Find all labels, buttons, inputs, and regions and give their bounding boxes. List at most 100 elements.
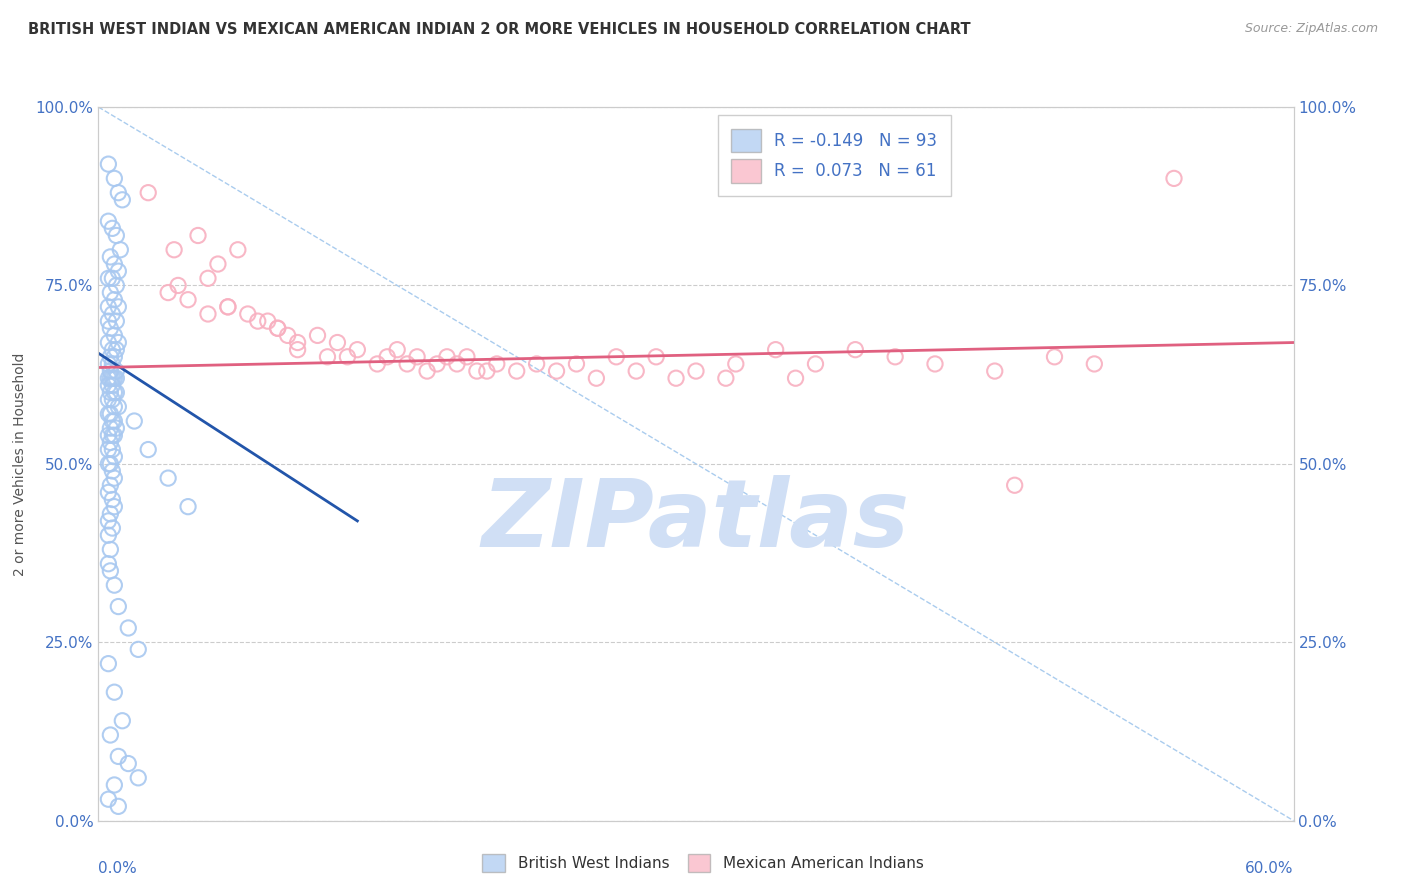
Point [177, 500, 200, 514]
Point [100, 728, 122, 742]
Point [267, 321, 290, 335]
Point [97, 557, 120, 571]
Point [105, 314, 128, 328]
Point [346, 343, 368, 357]
Text: 60.0%: 60.0% [1246, 861, 1294, 876]
Point [207, 257, 229, 271]
Point [97, 157, 120, 171]
Point [97, 407, 120, 421]
Point [396, 357, 419, 371]
Point [97, 214, 120, 228]
Point [105, 364, 128, 378]
Point [100, 350, 122, 364]
Point [103, 428, 125, 442]
Point [101, 221, 124, 235]
Point [406, 350, 429, 364]
Point [101, 464, 124, 478]
Point [97, 485, 120, 500]
Point [100, 385, 122, 400]
Point [97, 514, 120, 528]
Point [97, 378, 120, 392]
Point [685, 364, 707, 378]
Point [924, 357, 946, 371]
Point [100, 371, 122, 385]
Point [111, 193, 134, 207]
Point [105, 421, 128, 435]
Point [103, 350, 125, 364]
Point [187, 228, 209, 243]
Point [100, 285, 122, 300]
Point [217, 300, 239, 314]
Point [100, 435, 122, 450]
Point [103, 171, 125, 186]
Point [105, 385, 128, 400]
Point [107, 186, 129, 200]
Point [475, 364, 498, 378]
Point [984, 364, 1007, 378]
Point [105, 228, 128, 243]
Point [101, 378, 124, 392]
Point [100, 321, 122, 335]
Point [101, 307, 124, 321]
Point [101, 357, 124, 371]
Point [97, 271, 120, 285]
Text: Source: ZipAtlas.com: Source: ZipAtlas.com [1244, 22, 1378, 36]
Point [100, 478, 122, 492]
Point [107, 400, 129, 414]
Point [506, 364, 529, 378]
Point [97, 792, 120, 806]
Point [103, 778, 125, 792]
Point [287, 343, 309, 357]
Point [97, 442, 120, 457]
Point [1163, 171, 1185, 186]
Point [316, 350, 339, 364]
Point [97, 357, 120, 371]
Point [100, 564, 122, 578]
Point [366, 357, 388, 371]
Point [107, 749, 129, 764]
Point [101, 414, 124, 428]
Point [446, 357, 468, 371]
Point [103, 450, 125, 464]
Point [97, 300, 120, 314]
Point [97, 392, 120, 407]
Point [97, 457, 120, 471]
Point [336, 350, 359, 364]
Point [97, 657, 120, 671]
Point [1083, 357, 1105, 371]
Point [100, 542, 122, 557]
Point [436, 350, 458, 364]
Point [804, 357, 827, 371]
Point [100, 457, 122, 471]
Point [103, 328, 125, 343]
Point [97, 428, 120, 442]
Point [465, 364, 488, 378]
Point [626, 364, 648, 378]
Point [97, 335, 120, 350]
Point [100, 364, 122, 378]
Point [163, 243, 186, 257]
Point [105, 278, 128, 293]
Point [107, 300, 129, 314]
Point [100, 407, 122, 421]
Point [157, 285, 180, 300]
Point [724, 357, 747, 371]
Point [127, 642, 149, 657]
Point [117, 756, 139, 771]
Point [100, 421, 122, 435]
Text: ZIPatlas: ZIPatlas [482, 475, 910, 567]
Point [103, 400, 125, 414]
Point [416, 364, 439, 378]
Point [101, 343, 124, 357]
Point [375, 350, 398, 364]
Point [100, 250, 122, 264]
Legend: British West Indians, Mexican American Indians: British West Indians, Mexican American I… [475, 846, 931, 880]
Text: BRITISH WEST INDIAN VS MEXICAN AMERICAN INDIAN 2 OR MORE VEHICLES IN HOUSEHOLD C: BRITISH WEST INDIAN VS MEXICAN AMERICAN … [28, 22, 970, 37]
Point [107, 799, 129, 814]
Point [101, 371, 124, 385]
Point [103, 385, 125, 400]
Point [103, 471, 125, 485]
Point [605, 350, 627, 364]
Point [665, 371, 688, 385]
Point [844, 343, 866, 357]
